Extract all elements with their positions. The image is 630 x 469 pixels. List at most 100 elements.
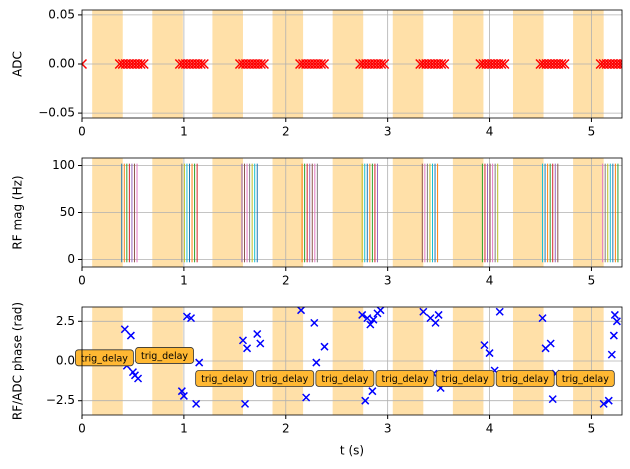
x-tick-label: 3 <box>384 125 392 139</box>
annotation-text: trig_delay <box>502 374 549 385</box>
marker <box>179 391 188 400</box>
adc-block <box>535 58 570 70</box>
marker <box>255 58 266 70</box>
annotation-text: trig_delay <box>141 351 188 362</box>
marker <box>439 58 450 70</box>
y-tick-label: 2.5 <box>56 314 75 328</box>
annotation: trig_delay <box>315 370 375 387</box>
marker <box>369 315 378 324</box>
axes-frame <box>81 306 623 416</box>
marker <box>135 58 146 70</box>
adc-block <box>415 58 450 70</box>
annotation-text: trig_delay <box>562 374 609 385</box>
annotation: trig_delay <box>375 370 435 387</box>
marker <box>195 58 206 70</box>
marker <box>609 331 618 340</box>
annotation-box <box>555 370 615 387</box>
annotation-text: trig_delay <box>381 374 428 385</box>
x-tick-label: 0 <box>78 274 86 288</box>
annotation-box <box>75 349 134 367</box>
annotation-box <box>255 370 315 387</box>
marker <box>559 58 570 70</box>
x-tick-label: 4 <box>486 274 494 288</box>
annotation: trig_delay <box>495 370 555 387</box>
annotation: trig_delay <box>75 349 134 367</box>
annotation-text: trig_delay <box>261 374 308 385</box>
axes-frame <box>81 157 623 268</box>
marker <box>258 58 269 70</box>
x-tick-label: 1 <box>180 125 188 139</box>
annotation-box <box>195 370 255 387</box>
annotation-text: trig_delay <box>321 374 368 385</box>
annotation-box <box>375 370 435 387</box>
marker <box>485 349 494 358</box>
marker <box>186 314 196 323</box>
x-tick-label: 0 <box>78 125 86 139</box>
marker <box>126 331 135 340</box>
marker <box>599 399 608 408</box>
annotation-box <box>495 370 555 387</box>
adc-block <box>114 58 149 70</box>
annotation: trig_delay <box>255 370 315 387</box>
adc-block <box>174 58 209 70</box>
x-tick-label: 2 <box>282 274 290 288</box>
annotation-text: trig_delay <box>201 374 248 385</box>
marker <box>195 358 204 367</box>
marker <box>376 307 385 315</box>
marker <box>240 399 250 408</box>
marker <box>546 339 555 348</box>
marker <box>256 339 265 348</box>
y-tick-label: 100 <box>52 158 75 172</box>
marker <box>134 374 143 383</box>
marker <box>480 341 489 350</box>
y-tick-label: −0.05 <box>38 106 75 120</box>
annotation-text: trig_delay <box>442 374 489 385</box>
annotation-box <box>135 347 194 364</box>
marker <box>310 318 319 327</box>
y-tick-label: 0.05 <box>48 7 75 21</box>
x-tick-label: 3 <box>384 422 392 436</box>
marker <box>612 317 621 326</box>
plot-area <box>82 10 622 118</box>
x-tick-label: 5 <box>588 422 596 436</box>
y-tick-label: 0.0 <box>56 354 75 368</box>
marker <box>238 336 248 345</box>
x-tick-label: 4 <box>486 422 494 436</box>
annotation: trig_delay <box>195 370 255 387</box>
marker <box>607 350 616 359</box>
marker <box>436 58 447 70</box>
marker <box>320 342 329 351</box>
x-tick-label: 2 <box>282 422 290 436</box>
marker <box>198 58 209 70</box>
x-tick-label: 0 <box>78 422 86 436</box>
annotation: trig_delay <box>555 370 615 387</box>
marker <box>368 387 377 396</box>
y-axis-label: ADC <box>11 51 25 77</box>
marker <box>177 387 186 396</box>
marker <box>419 307 428 316</box>
y-tick-label: −2.5 <box>46 393 75 407</box>
marker <box>434 310 443 319</box>
x-tick-label: 4 <box>486 125 494 139</box>
adc-block <box>355 58 390 70</box>
marker <box>363 314 372 323</box>
marker <box>366 320 375 329</box>
adc-block <box>234 58 269 70</box>
axes: 0 1 2 3 4 5 −0.05 0.00 0.05 ADC <box>11 7 623 139</box>
marker <box>319 58 330 70</box>
marker <box>379 58 390 70</box>
marker <box>253 329 262 339</box>
y-tick-label: 50 <box>60 205 75 219</box>
y-axis-label: RF mag (Hz) <box>11 175 25 249</box>
x-tick-label: 5 <box>588 125 596 139</box>
annotation: trig_delay <box>135 347 194 364</box>
x-tick-label: 1 <box>180 422 188 436</box>
y-axis-label: RF/ADC phase (rad) <box>11 302 25 420</box>
marker <box>538 314 547 323</box>
y-tick-label: 0 <box>67 252 75 266</box>
annotation-box <box>315 370 375 387</box>
marker <box>610 310 619 319</box>
